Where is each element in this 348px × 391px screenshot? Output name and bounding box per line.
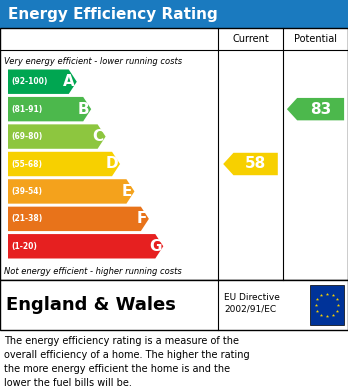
Text: England & Wales: England & Wales bbox=[6, 296, 176, 314]
Polygon shape bbox=[8, 124, 105, 149]
Text: Potential: Potential bbox=[294, 34, 337, 44]
Text: B: B bbox=[78, 102, 89, 117]
Text: EU Directive
2002/91/EC: EU Directive 2002/91/EC bbox=[224, 292, 280, 314]
Text: The energy efficiency rating is a measure of the
overall efficiency of a home. T: The energy efficiency rating is a measur… bbox=[4, 336, 250, 388]
Text: D: D bbox=[105, 156, 118, 172]
Text: C: C bbox=[93, 129, 104, 144]
Text: (55-68): (55-68) bbox=[11, 160, 42, 169]
Bar bbox=[0, 28, 348, 280]
Polygon shape bbox=[8, 234, 163, 258]
Text: (69-80): (69-80) bbox=[11, 132, 42, 141]
Text: 58: 58 bbox=[245, 156, 266, 172]
Text: (1-20): (1-20) bbox=[11, 242, 37, 251]
Polygon shape bbox=[8, 97, 91, 121]
Text: E: E bbox=[122, 184, 133, 199]
Polygon shape bbox=[8, 152, 120, 176]
Text: Energy Efficiency Rating: Energy Efficiency Rating bbox=[8, 7, 218, 22]
Text: (81-91): (81-91) bbox=[11, 105, 42, 114]
Bar bbox=[310, 285, 344, 325]
Text: A: A bbox=[63, 74, 75, 89]
Bar bbox=[0, 0, 348, 28]
Text: (21-38): (21-38) bbox=[11, 214, 42, 223]
Text: (92-100): (92-100) bbox=[11, 77, 47, 86]
Text: Not energy efficient - higher running costs: Not energy efficient - higher running co… bbox=[4, 267, 182, 276]
Text: 83: 83 bbox=[310, 102, 331, 117]
Text: (39-54): (39-54) bbox=[11, 187, 42, 196]
Polygon shape bbox=[287, 98, 344, 120]
Polygon shape bbox=[8, 206, 149, 231]
Bar bbox=[0, 280, 348, 330]
Polygon shape bbox=[223, 153, 278, 175]
Text: F: F bbox=[136, 212, 147, 226]
Polygon shape bbox=[8, 70, 77, 94]
Polygon shape bbox=[8, 179, 134, 204]
Text: Current: Current bbox=[232, 34, 269, 44]
Text: Very energy efficient - lower running costs: Very energy efficient - lower running co… bbox=[4, 57, 182, 66]
Text: G: G bbox=[149, 239, 161, 254]
